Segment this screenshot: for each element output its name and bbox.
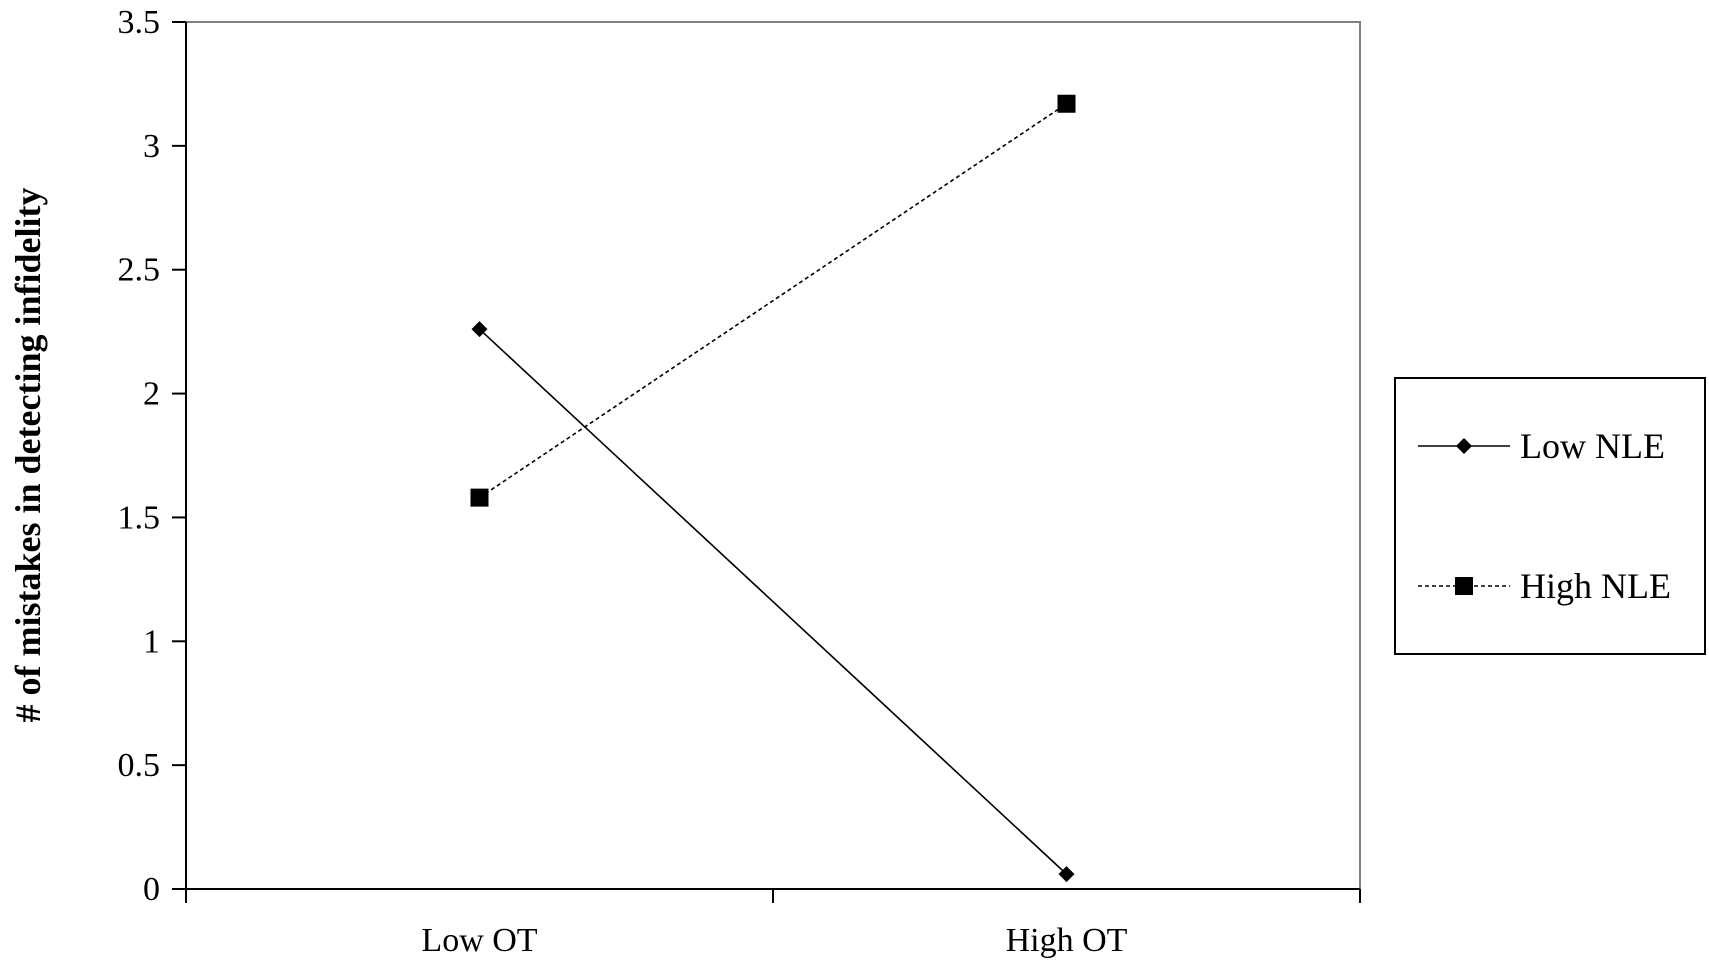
series-line-high-nle <box>479 103 1067 499</box>
data-point-low-nle <box>471 321 488 338</box>
y-tick-label: 1 <box>143 623 160 660</box>
x-tick-label: High OT <box>1006 922 1128 959</box>
x-tick-label: Low OT <box>421 922 537 959</box>
y-tick-group: 0 0.5 1 1.5 2 2.5 3 3.5 <box>118 4 186 908</box>
y-tick-label: 3.5 <box>118 4 161 41</box>
y-tick-label: 0.5 <box>118 747 161 784</box>
data-point-high-nle <box>1057 94 1076 113</box>
data-point-low-nle <box>1058 866 1075 883</box>
legend-items: Low NLE High NLE <box>1418 426 1671 606</box>
legend-marker-low-nle <box>1456 438 1472 454</box>
series-group <box>470 94 1076 883</box>
y-axis-title: # of mistakes in detecting infidelity <box>8 188 48 723</box>
y-tick-label: 0 <box>143 871 160 908</box>
legend-label-high-nle: High NLE <box>1520 566 1671 606</box>
y-tick-label: 2.5 <box>118 252 161 289</box>
legend-label-low-nle: Low NLE <box>1520 426 1665 466</box>
y-tick-label: 1.5 <box>118 499 161 536</box>
plot-area <box>185 21 1361 890</box>
data-point-high-nle <box>470 488 489 507</box>
series-line-low-nle <box>478 328 1068 875</box>
y-tick-label: 3 <box>143 128 160 165</box>
y-tick-label: 2 <box>143 376 160 413</box>
legend: Low NLE High NLE <box>1394 377 1706 655</box>
legend-box <box>1394 377 1706 655</box>
x-tick-group: Low OT High OT <box>185 889 1361 959</box>
legend-marker-high-nle <box>1455 577 1473 595</box>
